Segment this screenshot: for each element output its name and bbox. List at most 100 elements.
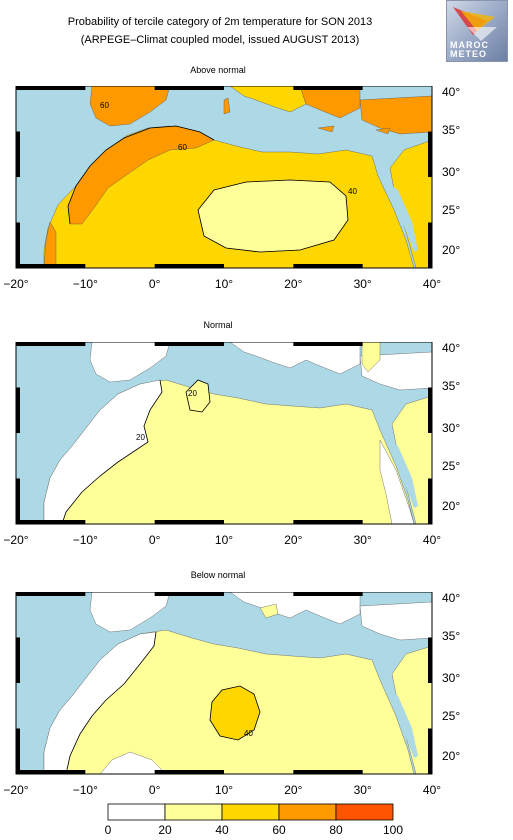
- x-tick-label: 40°: [423, 533, 441, 547]
- colorbar-label: 0: [105, 823, 112, 837]
- contour-line-20: [185, 379, 211, 413]
- figure-title: Probability of tercile category of 2m te…: [67, 16, 373, 28]
- x-tick-label: −20°: [3, 277, 28, 291]
- frame-segment: [16, 520, 86, 524]
- contour-line-40: [197, 179, 349, 253]
- x-tick-label: 20°: [284, 783, 302, 797]
- x-tick-label: 30°: [354, 533, 372, 547]
- island-crete: [317, 125, 335, 133]
- colorbar-label: 60: [272, 823, 286, 837]
- logo-text-line1: MAROC: [450, 40, 489, 50]
- frame-segment: [428, 637, 432, 683]
- x-tick-label: 30°: [354, 783, 372, 797]
- y-tick-label: 20°: [442, 243, 460, 257]
- frame-segment: [16, 86, 86, 90]
- y-tick-label: 25°: [442, 203, 460, 217]
- y-tick-label: 40°: [442, 86, 460, 99]
- contour-line-20: [61, 379, 163, 524]
- frame-segment: [16, 222, 20, 268]
- x-tick-label: 40°: [423, 277, 441, 291]
- x-tick-label: 0°: [149, 783, 161, 797]
- colorbar-box: [335, 803, 394, 821]
- frame-segment: [428, 222, 432, 268]
- y-tick-label: 20°: [442, 749, 460, 763]
- maroc-meteo-logo: MAROC METEO: [446, 0, 508, 62]
- frame-segment: [293, 770, 363, 774]
- frame-segment: [428, 387, 432, 433]
- frame-ticks: [16, 86, 432, 268]
- land-iberia: [89, 342, 171, 383]
- contour-line-20: [65, 631, 157, 774]
- contour-label: 20: [136, 433, 145, 442]
- region-20-40-levant: [259, 603, 279, 619]
- y-tick-label: 40°: [442, 592, 460, 605]
- map-panel-above-normal: 60 60 40 −20° −10° 0° 10° 20° 30° 40° 40° 35° 30°…: [3, 86, 460, 291]
- x-tick-label: −20°: [3, 533, 28, 547]
- frame-segment: [293, 520, 363, 524]
- y-tick-label: 25°: [442, 709, 460, 723]
- x-tick-label: −10°: [73, 533, 98, 547]
- figure-subtitle: (ARPEGE–Climat coupled model, issued AUG…: [80, 34, 360, 46]
- contour-label: 60: [100, 101, 109, 110]
- axis-labels: −20° −10° 0° 10° 20° 30° 40° 40° 35° 30° 25° 20°: [3, 86, 460, 291]
- region-60-80-west-edge: [43, 221, 57, 268]
- frame-segment: [154, 264, 224, 268]
- colorbar-labels: 0 20 40 60 80 100: [105, 823, 404, 837]
- red-sea: [392, 692, 418, 758]
- region-20-40-sahara: [197, 179, 349, 253]
- colorbar-box: [164, 803, 223, 821]
- y-tick-label: 25°: [442, 459, 460, 473]
- panel-title-normal: Normal: [203, 320, 233, 330]
- region-0-20-west-edge: [99, 751, 167, 774]
- island-sardinia: [223, 97, 231, 115]
- y-tick-label: 20°: [442, 499, 460, 513]
- logo-text: MAROC METEO: [450, 41, 489, 59]
- colorbar: 0 20 40 60 80 100: [105, 803, 404, 837]
- frame-segment: [293, 342, 363, 346]
- frame-ticks: [16, 342, 432, 524]
- x-tick-label: 20°: [284, 533, 302, 547]
- frame-segment: [154, 342, 224, 346]
- land-iberia: [89, 592, 171, 633]
- frame-segment: [16, 131, 20, 177]
- frame-ticks: [16, 592, 432, 774]
- colorbar-label: 100: [383, 823, 403, 837]
- frame-segment: [293, 592, 363, 596]
- axis-labels: −20° −10° 0° 10° 20° 30° 40° 40° 35° 30° 25° 20°: [3, 342, 460, 547]
- panel-title-above-normal: Above normal: [190, 65, 246, 75]
- x-tick-label: 10°: [215, 533, 233, 547]
- y-tick-label: 30°: [442, 671, 460, 685]
- frame-segment: [428, 728, 432, 774]
- land-turkey: [359, 601, 432, 641]
- panel-title-below-normal: Below normal: [190, 570, 246, 580]
- frame-segment: [16, 637, 20, 683]
- x-tick-label: 20°: [284, 277, 302, 291]
- x-tick-label: −20°: [3, 783, 28, 797]
- x-tick-label: 10°: [215, 783, 233, 797]
- frame-segment: [154, 520, 224, 524]
- frame-segment: [428, 131, 432, 177]
- x-tick-label: 0°: [149, 277, 161, 291]
- frame-segment: [154, 770, 224, 774]
- frame-segment: [293, 264, 363, 268]
- colorbar-label: 20: [158, 823, 172, 837]
- frame-segment: [16, 728, 20, 774]
- colorbar-box: [278, 803, 337, 821]
- frame-segment: [16, 342, 86, 346]
- map-panel-normal: 20 20 −20° −10° 0° 10° 20° 30° 40° 40° 35° 30° 25°…: [3, 342, 460, 547]
- x-tick-label: 40°: [423, 783, 441, 797]
- frame-segment: [154, 592, 224, 596]
- logo-text-line2: METEO: [450, 49, 488, 59]
- island-cyprus: [375, 127, 391, 135]
- contour-line-40: [209, 685, 261, 741]
- frame-segment: [293, 86, 363, 90]
- colorbar-box: [107, 803, 166, 821]
- y-tick-label: 40°: [442, 342, 460, 355]
- land-turkey: [359, 95, 432, 135]
- red-sea: [392, 442, 418, 508]
- frame-segment: [16, 592, 86, 596]
- x-tick-label: −10°: [73, 783, 98, 797]
- frame-segment: [16, 478, 20, 524]
- frame-segment: [16, 264, 86, 268]
- contour-label: 20: [188, 389, 197, 398]
